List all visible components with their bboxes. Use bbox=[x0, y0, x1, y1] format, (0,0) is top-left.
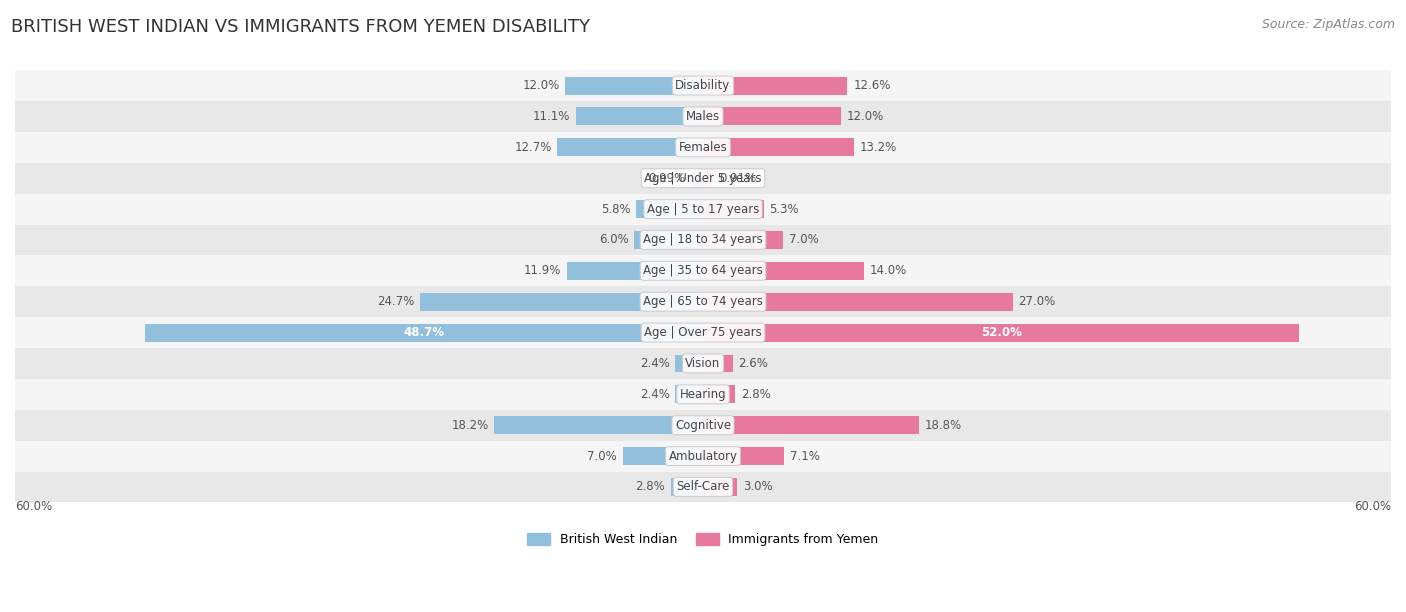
Bar bbox=[623, 447, 703, 465]
Text: 11.9%: 11.9% bbox=[523, 264, 561, 277]
Text: Females: Females bbox=[679, 141, 727, 154]
Text: 12.0%: 12.0% bbox=[523, 79, 560, 92]
Bar bbox=[671, 478, 703, 496]
Text: 18.2%: 18.2% bbox=[451, 419, 488, 431]
Text: Vision: Vision bbox=[685, 357, 721, 370]
Bar bbox=[703, 200, 763, 218]
Text: 2.6%: 2.6% bbox=[738, 357, 769, 370]
Bar bbox=[634, 231, 703, 249]
Text: BRITISH WEST INDIAN VS IMMIGRANTS FROM YEMEN DISABILITY: BRITISH WEST INDIAN VS IMMIGRANTS FROM Y… bbox=[11, 18, 591, 36]
Text: 2.4%: 2.4% bbox=[640, 357, 669, 370]
Text: Hearing: Hearing bbox=[679, 388, 727, 401]
Text: 5.8%: 5.8% bbox=[602, 203, 631, 215]
Text: 13.2%: 13.2% bbox=[860, 141, 897, 154]
Text: 24.7%: 24.7% bbox=[377, 295, 413, 308]
Text: 12.7%: 12.7% bbox=[515, 141, 551, 154]
Text: 52.0%: 52.0% bbox=[981, 326, 1022, 339]
Bar bbox=[692, 170, 703, 187]
Text: Age | 5 to 17 years: Age | 5 to 17 years bbox=[647, 203, 759, 215]
Text: 6.0%: 6.0% bbox=[599, 233, 628, 247]
Bar bbox=[567, 262, 703, 280]
Bar bbox=[15, 70, 1391, 101]
Text: Self-Care: Self-Care bbox=[676, 480, 730, 493]
Bar bbox=[703, 231, 783, 249]
Bar bbox=[703, 324, 1299, 341]
Text: 0.91%: 0.91% bbox=[718, 172, 756, 185]
Bar bbox=[15, 348, 1391, 379]
Bar bbox=[557, 138, 703, 156]
Text: 0.99%: 0.99% bbox=[648, 172, 686, 185]
Text: Age | Over 75 years: Age | Over 75 years bbox=[644, 326, 762, 339]
Text: Cognitive: Cognitive bbox=[675, 419, 731, 431]
Text: 7.0%: 7.0% bbox=[789, 233, 818, 247]
Bar bbox=[15, 101, 1391, 132]
Text: Age | 35 to 64 years: Age | 35 to 64 years bbox=[643, 264, 763, 277]
Bar bbox=[703, 386, 735, 403]
Text: 27.0%: 27.0% bbox=[1018, 295, 1056, 308]
Text: 5.3%: 5.3% bbox=[769, 203, 799, 215]
Text: 11.1%: 11.1% bbox=[533, 110, 569, 123]
Bar bbox=[145, 324, 703, 341]
Bar bbox=[15, 317, 1391, 348]
Bar bbox=[575, 108, 703, 125]
Text: Age | 18 to 34 years: Age | 18 to 34 years bbox=[643, 233, 763, 247]
Text: Disability: Disability bbox=[675, 79, 731, 92]
Bar bbox=[15, 441, 1391, 471]
Bar bbox=[675, 354, 703, 373]
Bar bbox=[15, 193, 1391, 225]
Text: 12.0%: 12.0% bbox=[846, 110, 883, 123]
Text: 2.8%: 2.8% bbox=[741, 388, 770, 401]
Bar bbox=[15, 471, 1391, 502]
Bar bbox=[15, 225, 1391, 255]
Bar bbox=[703, 108, 841, 125]
Bar bbox=[15, 286, 1391, 317]
Bar bbox=[637, 200, 703, 218]
Bar bbox=[565, 76, 703, 94]
Text: Source: ZipAtlas.com: Source: ZipAtlas.com bbox=[1261, 18, 1395, 31]
Text: 7.0%: 7.0% bbox=[588, 450, 617, 463]
Bar bbox=[703, 138, 855, 156]
Text: 3.0%: 3.0% bbox=[744, 480, 773, 493]
Text: 2.8%: 2.8% bbox=[636, 480, 665, 493]
Bar bbox=[420, 293, 703, 311]
Bar bbox=[15, 379, 1391, 410]
Bar bbox=[703, 447, 785, 465]
Bar bbox=[703, 262, 863, 280]
Bar bbox=[15, 255, 1391, 286]
Bar bbox=[703, 293, 1012, 311]
Bar bbox=[703, 170, 713, 187]
Text: 18.8%: 18.8% bbox=[924, 419, 962, 431]
Text: 48.7%: 48.7% bbox=[404, 326, 444, 339]
Bar bbox=[495, 416, 703, 434]
Text: Age | 65 to 74 years: Age | 65 to 74 years bbox=[643, 295, 763, 308]
Bar bbox=[703, 416, 918, 434]
Bar bbox=[703, 76, 848, 94]
Bar bbox=[15, 163, 1391, 193]
Legend: British West Indian, Immigrants from Yemen: British West Indian, Immigrants from Yem… bbox=[523, 528, 883, 551]
Text: 14.0%: 14.0% bbox=[869, 264, 907, 277]
Text: Age | Under 5 years: Age | Under 5 years bbox=[644, 172, 762, 185]
Text: 60.0%: 60.0% bbox=[1354, 499, 1391, 513]
Text: 7.1%: 7.1% bbox=[790, 450, 820, 463]
Text: Ambulatory: Ambulatory bbox=[668, 450, 738, 463]
Bar bbox=[675, 386, 703, 403]
Text: Males: Males bbox=[686, 110, 720, 123]
Bar bbox=[15, 410, 1391, 441]
Bar bbox=[703, 478, 737, 496]
Text: 60.0%: 60.0% bbox=[15, 499, 52, 513]
Bar bbox=[703, 354, 733, 373]
Bar bbox=[15, 132, 1391, 163]
Text: 2.4%: 2.4% bbox=[640, 388, 669, 401]
Text: 12.6%: 12.6% bbox=[853, 79, 890, 92]
